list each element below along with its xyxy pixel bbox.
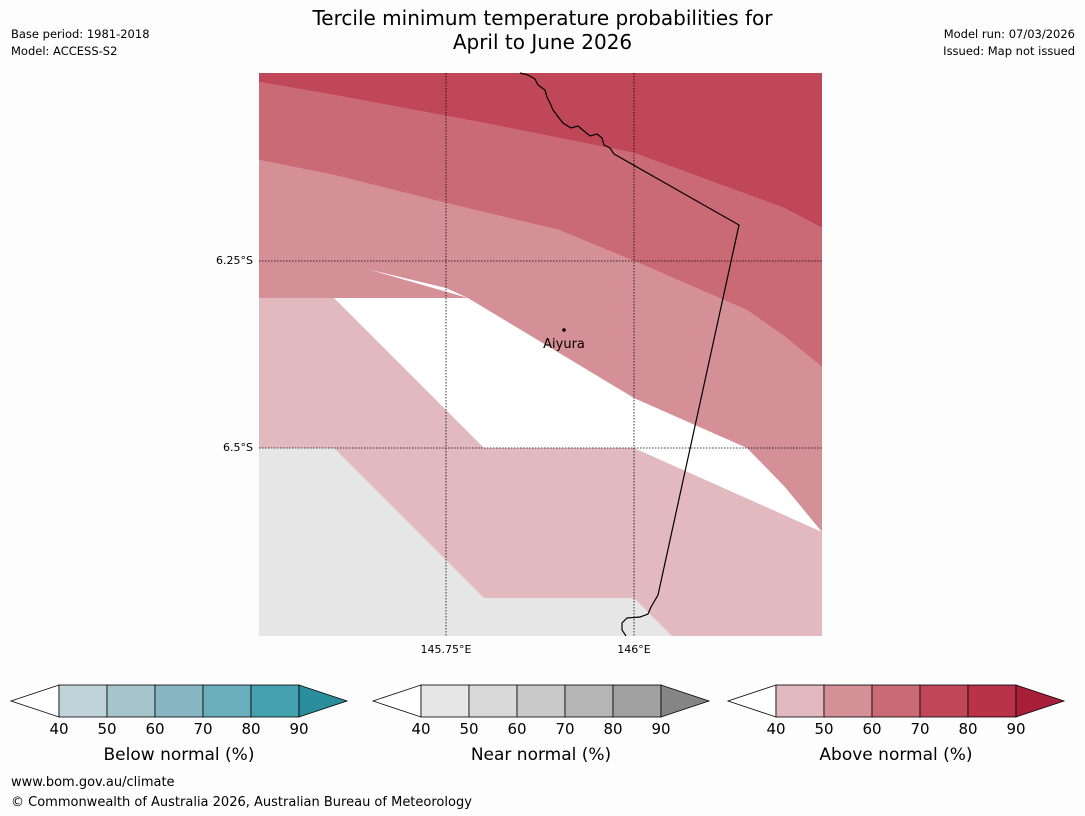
base-period: Base period: 1981-2018 — [11, 27, 150, 41]
lat-label-6-25s: 6.25°S — [216, 254, 253, 267]
footer-copyright: © Commonwealth of Australia 2026, Austra… — [11, 795, 472, 810]
cb-near-tick-90: 90 — [651, 720, 671, 738]
model-name: Model: ACCESS-S2 — [11, 44, 118, 58]
provincial-border — [613, 153, 740, 637]
colorbar-below-normal — [9, 684, 349, 718]
cb-below-tick-60: 60 — [145, 720, 165, 738]
above-normal-bin-80-90 — [967, 684, 1017, 718]
lon-label-145-75e: 145.75°E — [420, 643, 472, 656]
near-normal-bin-80-90 — [612, 684, 662, 718]
near-normal-bin-60-70 — [516, 684, 566, 718]
meta-left: Base period: 1981-2018 Model: ACCESS-S2 — [11, 26, 150, 60]
near-normal-extend-high — [660, 684, 711, 718]
near-normal-extend-low — [371, 684, 422, 718]
cb-near-tick-60: 60 — [507, 720, 527, 738]
cb-below-tick-90: 90 — [289, 720, 309, 738]
cb-near-tick-40: 40 — [411, 720, 431, 738]
below-normal-extend-low — [9, 684, 60, 718]
footer-url[interactable]: www.bom.gov.au/climate — [11, 775, 175, 790]
map-title: Tercile minimum temperature probabilitie… — [0, 6, 1085, 54]
above-normal-extend-high — [1015, 684, 1066, 718]
above-normal-60-70-region — [259, 82, 822, 367]
below-normal-bin-40-50 — [58, 684, 108, 718]
above-normal-bin-50-60 — [823, 684, 873, 718]
cb-above-tick-70: 70 — [910, 720, 930, 738]
colorbar-label-above-normal: Above normal (%) — [819, 745, 973, 765]
cb-near-tick-50: 50 — [459, 720, 479, 738]
cb-near-tick-80: 80 — [603, 720, 623, 738]
colorbar-label-near-normal: Near normal (%) — [470, 745, 612, 765]
cb-near-tick-70: 70 — [555, 720, 575, 738]
above-normal-50-60-region — [259, 160, 822, 532]
below-normal-bin-70-80 — [202, 684, 252, 718]
above-normal-40-50-region — [259, 298, 822, 636]
above-normal-extend-low — [726, 684, 777, 718]
below-normal-bin-60-70 — [154, 684, 204, 718]
near-normal-40-50-region — [259, 448, 672, 636]
near-normal-bin-70-80 — [564, 684, 614, 718]
map-panel — [259, 72, 822, 637]
colorbar-near-normal — [371, 684, 711, 718]
place-label-aiyura: Aiyura — [543, 337, 585, 352]
cb-above-tick-40: 40 — [766, 720, 786, 738]
cb-above-tick-80: 80 — [958, 720, 978, 738]
above-normal-70-80-region — [259, 73, 822, 228]
cb-below-tick-40: 40 — [49, 720, 69, 738]
cb-below-tick-50: 50 — [97, 720, 117, 738]
cb-above-tick-60: 60 — [862, 720, 882, 738]
lat-label-6-5s: 6.5°S — [223, 441, 253, 454]
aiyura-marker — [562, 328, 566, 332]
issued-status: Issued: Map not issued — [943, 44, 1075, 58]
colorbars-svg — [9, 684, 1066, 718]
above-normal-bin-40-50 — [775, 684, 825, 718]
cb-below-tick-70: 70 — [193, 720, 213, 738]
near-normal-bin-40-50 — [420, 684, 470, 718]
below-normal-bin-50-60 — [106, 684, 156, 718]
below-normal-extend-high — [298, 684, 349, 718]
title-line-2: April to June 2026 — [452, 30, 633, 54]
above-normal-bin-60-70 — [871, 684, 921, 718]
below-normal-bin-80-90 — [250, 684, 300, 718]
title-line-1: Tercile minimum temperature probabilitie… — [312, 6, 773, 30]
graticule — [259, 73, 822, 636]
cb-above-tick-50: 50 — [814, 720, 834, 738]
model-run: Model run: 07/03/2026 — [943, 27, 1075, 41]
cb-below-tick-80: 80 — [241, 720, 261, 738]
above-normal-bin-70-80 — [919, 684, 969, 718]
coastline — [519, 72, 615, 155]
meta-right: Model run: 07/03/2026 Issued: Map not is… — [943, 26, 1075, 60]
colorbar-label-below-normal: Below normal (%) — [103, 745, 255, 765]
cb-above-tick-90: 90 — [1006, 720, 1026, 738]
colorbar-above-normal — [726, 684, 1066, 718]
near-normal-bin-50-60 — [468, 684, 518, 718]
lon-label-146e: 146°E — [617, 643, 651, 656]
